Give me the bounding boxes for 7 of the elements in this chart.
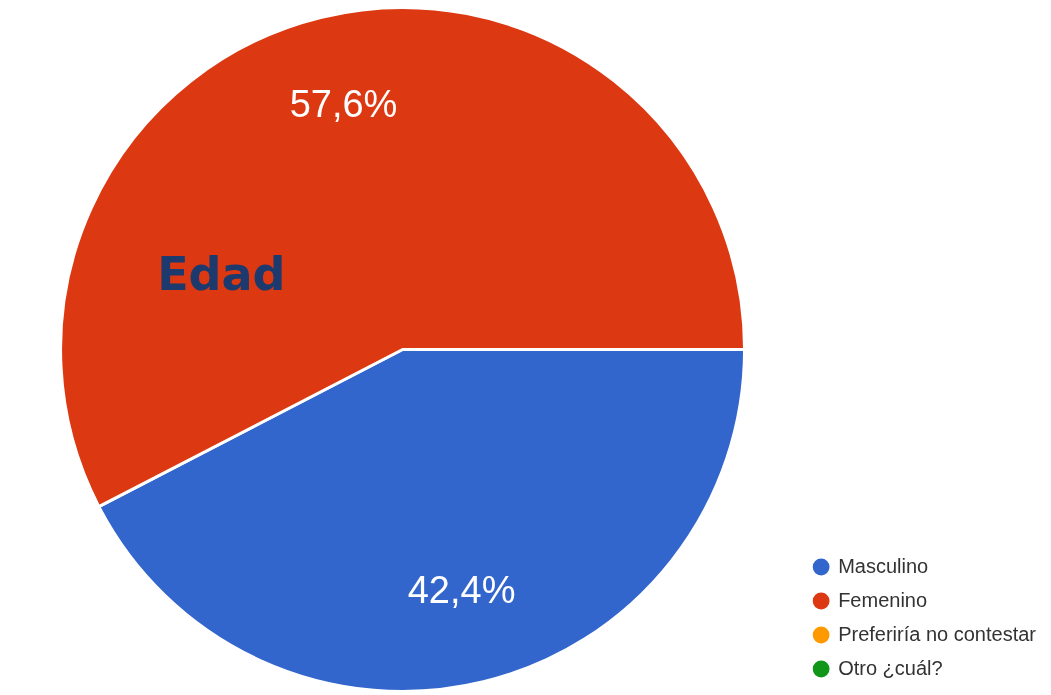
data-label: 57,6% xyxy=(289,83,398,126)
legend-label: Masculino xyxy=(838,554,929,577)
legend-label: Preferiría no contestar xyxy=(838,622,1037,645)
text: Edad xyxy=(157,246,286,301)
legend-label: Otro ¿cuál? xyxy=(838,656,943,679)
data-label: 42,4% xyxy=(407,568,516,611)
legend-label: Femenino xyxy=(838,588,928,611)
